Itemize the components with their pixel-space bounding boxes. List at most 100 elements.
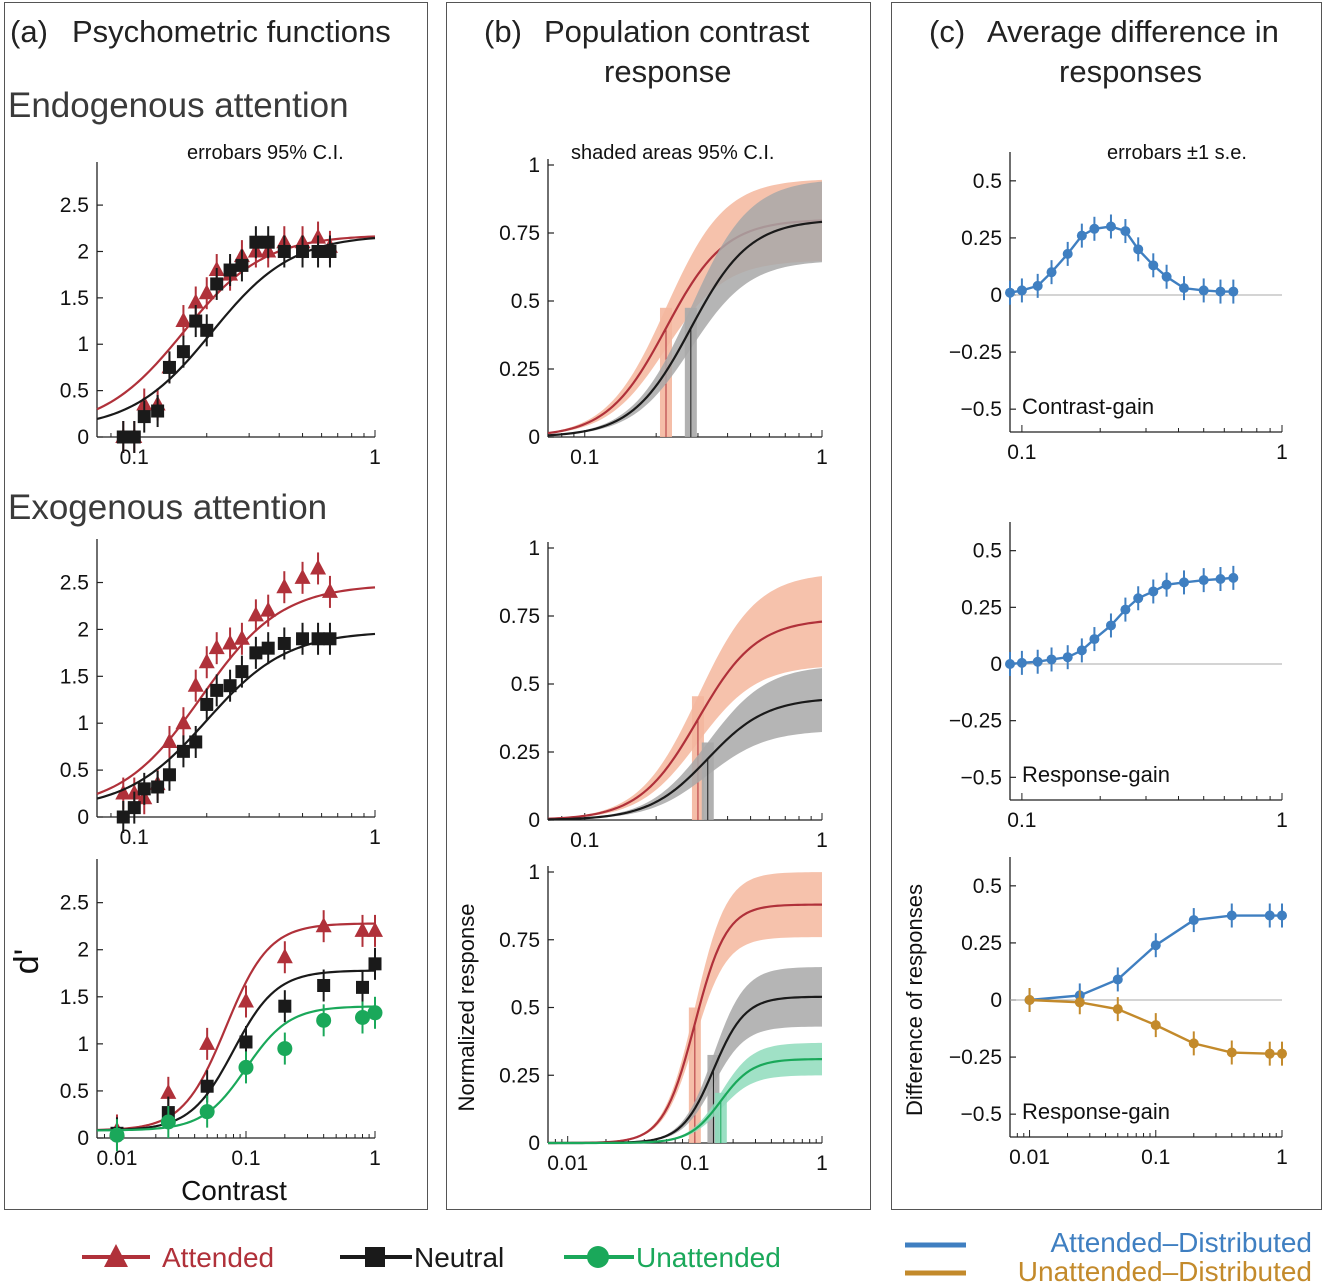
c3-xtick-label: 0.1: [1141, 1146, 1170, 1169]
a3-point-attended: [237, 992, 254, 1008]
b3-curve-unattended: [548, 1058, 823, 1145]
c3-xtick-label: 0.01: [1009, 1146, 1050, 1169]
a1-point-neutral: [323, 244, 337, 258]
a2-point-attended: [198, 653, 215, 669]
a2-point-attended: [294, 568, 311, 584]
c2-xtick-label: 0.1: [1007, 809, 1036, 832]
a3-point-neutral: [278, 999, 292, 1013]
b1-xtick-label: 0.1: [570, 446, 599, 469]
a1-point-neutral: [189, 314, 203, 328]
c1-point-attended–distributed: [1228, 286, 1239, 297]
c1-point-attended–distributed: [1133, 244, 1144, 255]
a2-point-neutral: [249, 646, 263, 660]
b1-ytick-label: 0.5: [511, 290, 540, 313]
a3-ytick-label: 2.5: [60, 892, 89, 915]
c1-annotation: Contrast-gain: [1022, 394, 1154, 419]
b1-ytick-label: 1: [528, 154, 540, 177]
panel-c-title-line1: Average difference in: [987, 14, 1279, 49]
b2-ytick-label: 1: [528, 537, 540, 560]
c2-ytick-label: 0.5: [973, 540, 1002, 563]
endogenous-heading: Endogenous attention: [8, 86, 349, 125]
c2-point-attended–distributed: [1046, 654, 1057, 665]
c3-point-unattended–distributed: [1188, 1038, 1199, 1049]
a3-ylabel: d': [8, 949, 46, 974]
a3-point-neutral: [239, 1035, 253, 1049]
a2-point-neutral: [277, 636, 291, 650]
a2-ytick-label: 2.5: [60, 572, 89, 595]
a3-xtick-label: 0.01: [97, 1147, 138, 1170]
a3-ytick-label: 0.5: [60, 1080, 89, 1103]
c1-point-attended–distributed: [1046, 267, 1057, 278]
a1-xtick-label: 0.1: [120, 446, 149, 469]
c3-point-attended–distributed: [1112, 974, 1123, 985]
a2-point-neutral: [323, 632, 337, 646]
c2-point-attended–distributed: [1198, 575, 1209, 586]
a2-point-attended: [115, 784, 132, 800]
b1-ytick-label: 0.25: [499, 358, 540, 381]
a2-point-neutral: [127, 801, 141, 815]
b3-xtick-label: 0.01: [547, 1152, 588, 1175]
a3-point-neutral: [317, 978, 331, 992]
c2-point-attended–distributed: [1215, 574, 1226, 584]
c3-point-unattended–distributed: [1112, 1004, 1123, 1015]
a3-point-attended: [160, 1083, 177, 1099]
c1-xtick-label: 0.1: [1007, 441, 1036, 464]
a2-point-attended: [175, 714, 192, 730]
a3-ytick-label: 0: [77, 1127, 89, 1150]
a3-point-neutral: [368, 957, 382, 971]
exogenous-heading: Exogenous attention: [8, 488, 328, 527]
c1-point-attended–distributed: [1161, 271, 1172, 282]
a1-point-neutral: [176, 345, 190, 359]
a1-ytick-label: 0: [77, 426, 89, 449]
c3-point-unattended–distributed: [1226, 1047, 1237, 1058]
a1-point-neutral: [137, 410, 151, 424]
c2-point-attended–distributed: [1105, 620, 1116, 631]
legend-unattended-marker: [587, 1246, 609, 1268]
c3-point-unattended–distributed: [1277, 1048, 1287, 1059]
c1-point-attended–distributed: [1148, 260, 1159, 271]
panel-b-frame: [446, 2, 871, 1210]
b3-ytick-label: 0.5: [511, 997, 540, 1020]
c3-point-unattended–distributed: [1074, 997, 1085, 1008]
a3-point-attended: [315, 917, 332, 933]
c3-annotation: Response-gain: [1022, 1099, 1170, 1124]
legend-att-dist: Attended–Distributed: [905, 1227, 1312, 1258]
a2-point-attended: [276, 578, 293, 594]
legend-attended-label: Attended: [162, 1242, 274, 1273]
c2-point-attended–distributed: [1179, 577, 1190, 588]
a1-point-attended: [187, 293, 204, 309]
a2-point-attended: [247, 606, 264, 622]
a2-ytick-label: 0: [77, 806, 89, 829]
legend: Attended Neutral Unattended Attended–Dis…: [82, 1227, 1312, 1285]
a1-point-neutral: [235, 258, 249, 272]
a2-point-neutral: [296, 632, 310, 646]
b2-xtick-label: 0.1: [570, 829, 599, 852]
a3-point-unattended: [238, 1059, 254, 1075]
c3-point-attended–distributed: [1226, 910, 1237, 921]
c3-ytick-label: 0: [990, 989, 1002, 1012]
a3-point-attended: [367, 921, 383, 937]
a2-point-attended: [222, 634, 239, 650]
legend-unattended-label: Unattended: [636, 1242, 781, 1273]
panel-c-frame: [891, 2, 1322, 1210]
a2-fit-neutral: [96, 632, 376, 800]
a2-point-neutral: [223, 679, 237, 693]
c2-point-attended–distributed: [1062, 652, 1073, 663]
c1-point-attended–distributed: [1016, 285, 1027, 296]
panel-c-note: errobars ±1 s.e.: [1107, 142, 1247, 164]
c1-point-attended–distributed: [1005, 287, 1015, 298]
b3-ylabel: Normalized response: [454, 904, 479, 1112]
a3-xtick-label: 1: [369, 1147, 381, 1170]
a1-point-neutral: [116, 430, 130, 444]
a1-point-neutral: [127, 430, 141, 444]
c3-point-attended–distributed: [1264, 910, 1275, 921]
a1-point-neutral: [249, 235, 263, 249]
a2-point-attended: [208, 639, 225, 655]
a1-point-attended: [198, 284, 215, 300]
a2-point-neutral: [311, 632, 325, 646]
b3-ytick-label: 1: [528, 861, 540, 884]
c1-point-attended–distributed: [1062, 248, 1073, 259]
c1-point-attended–distributed: [1179, 283, 1190, 294]
a3-fit-neutral: [96, 969, 376, 1132]
